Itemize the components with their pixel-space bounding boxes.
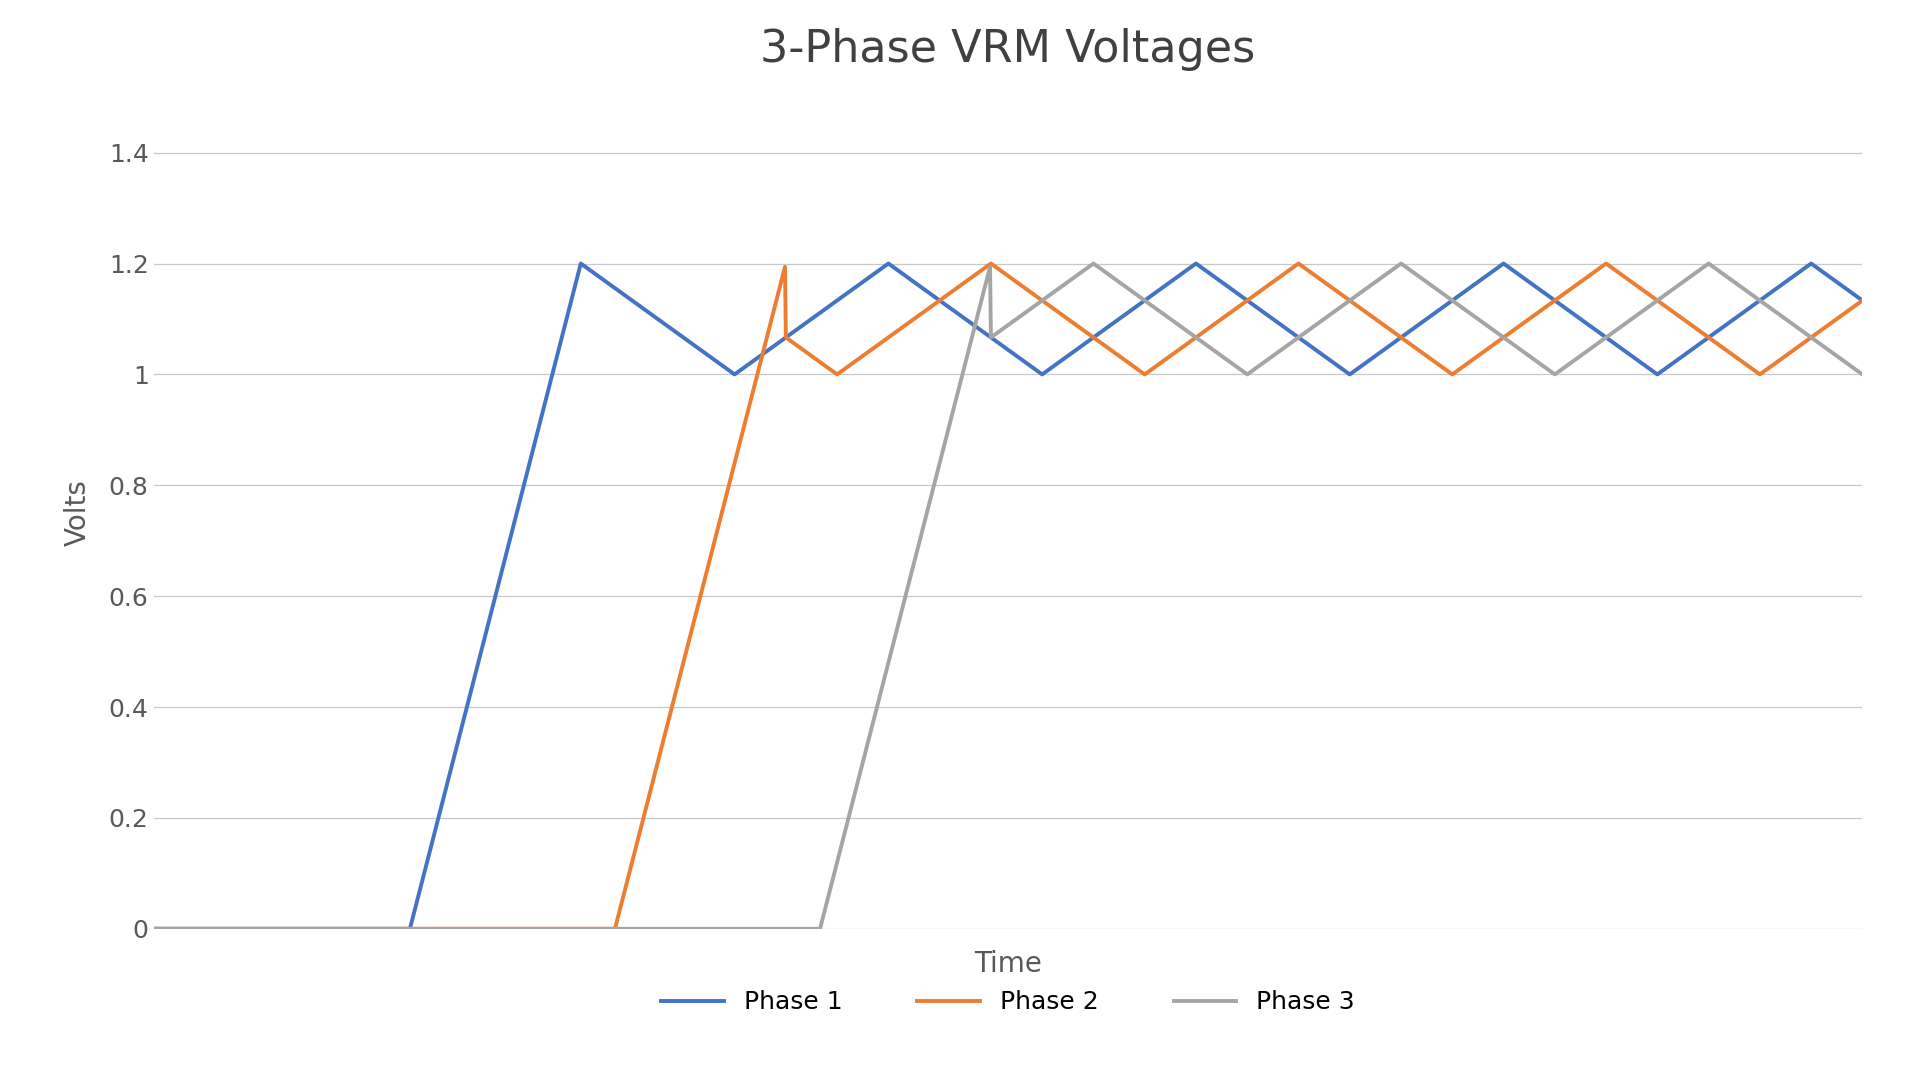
Phase 2 — [979, 257, 1002, 270]
Phase 1 — [180, 922, 204, 935]
Phase 3 — [1851, 368, 1874, 381]
Phase 2 — [1169, 341, 1192, 354]
Legend: Phase 1, Phase 2, Phase 3: Phase 1, Phase 2, Phase 3 — [651, 981, 1365, 1025]
X-axis label: Time: Time — [973, 950, 1043, 978]
Phase 1 — [1549, 298, 1572, 311]
Phase 1 — [234, 922, 257, 935]
Phase 2 — [778, 333, 801, 346]
Phase 3 — [142, 922, 165, 935]
Line: Phase 3: Phase 3 — [154, 264, 1862, 929]
Phase 3 — [294, 922, 317, 935]
Phase 3 — [234, 922, 257, 935]
Phase 1 — [778, 328, 801, 341]
Line: Phase 2: Phase 2 — [154, 264, 1862, 929]
Phase 3 — [1083, 257, 1106, 270]
Title: 3-Phase VRM Voltages: 3-Phase VRM Voltages — [760, 28, 1256, 71]
Phase 3 — [180, 922, 204, 935]
Y-axis label: Volts: Volts — [63, 480, 92, 546]
Phase 1 — [142, 922, 165, 935]
Phase 3 — [1549, 364, 1572, 377]
Phase 2 — [142, 922, 165, 935]
Phase 2 — [180, 922, 204, 935]
Phase 2 — [294, 922, 317, 935]
Phase 1 — [1851, 294, 1874, 307]
Phase 3 — [778, 922, 801, 935]
Phase 2 — [1549, 289, 1572, 302]
Phase 1 — [294, 922, 317, 935]
Phase 1 — [570, 257, 593, 270]
Phase 3 — [1169, 321, 1192, 334]
Phase 1 — [1169, 268, 1192, 281]
Phase 2 — [234, 922, 257, 935]
Phase 2 — [1851, 294, 1874, 307]
Line: Phase 1: Phase 1 — [154, 264, 1862, 929]
